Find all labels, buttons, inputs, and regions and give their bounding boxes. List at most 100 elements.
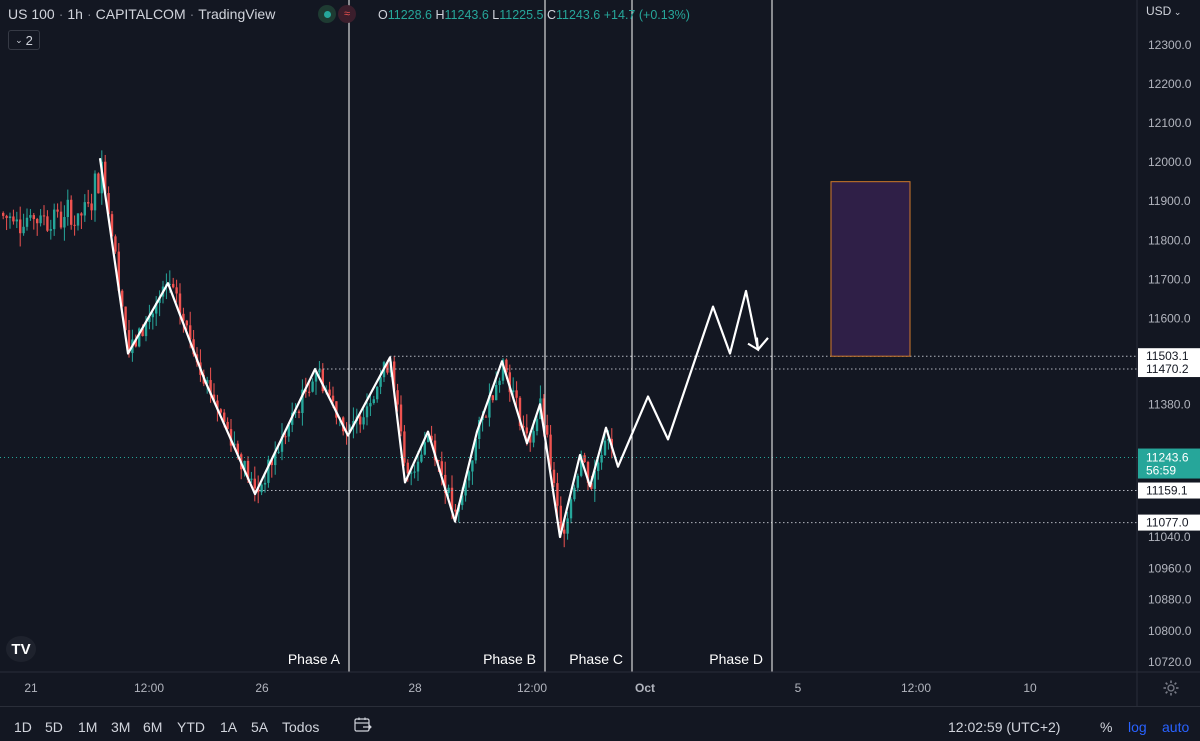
range-button-3m[interactable]: 3M bbox=[111, 719, 131, 735]
settings-gear-icon[interactable] bbox=[1163, 680, 1179, 696]
change-value: +14.7 (+0.13%) bbox=[603, 8, 690, 22]
close-label: C bbox=[546, 8, 556, 22]
price-level-tag[interactable] bbox=[1138, 514, 1200, 531]
wyckoff-zigzag-path[interactable] bbox=[98, 158, 769, 539]
candle-body bbox=[175, 287, 178, 294]
symbol-title[interactable]: US 100 · 1h · CAPITALCOM · TradingView bbox=[8, 6, 276, 22]
candle-body bbox=[563, 529, 566, 534]
bottom-toolbar: 1D 5D 1M 3M 6M YTD 1A 5A Todos 12:02:59 (UTC+2) … bbox=[0, 706, 1200, 741]
phase-label: Phase B bbox=[483, 651, 536, 667]
price-level-tag[interactable] bbox=[1138, 482, 1200, 499]
candle-body bbox=[274, 452, 277, 466]
candle-body bbox=[19, 219, 22, 234]
currency-selector[interactable]: USD ⌄ bbox=[1146, 4, 1181, 18]
currency-label: USD bbox=[1146, 4, 1172, 18]
candle-body bbox=[5, 215, 8, 219]
target-zone-box[interactable] bbox=[830, 181, 911, 357]
candle-body bbox=[556, 483, 559, 506]
tradingview-logo[interactable]: TV bbox=[6, 636, 36, 662]
phase-dividers bbox=[348, 0, 773, 672]
indicator-collapse-button[interactable]: ⌄ 2 bbox=[8, 30, 40, 50]
log-scale-toggle[interactable]: log bbox=[1128, 719, 1147, 735]
candle-body bbox=[87, 202, 90, 204]
candle-body bbox=[29, 215, 32, 218]
candle-body bbox=[212, 394, 216, 401]
low-label: L bbox=[492, 8, 500, 22]
candle-body bbox=[110, 214, 114, 237]
candle-body bbox=[172, 283, 175, 288]
candle-body bbox=[393, 361, 396, 391]
platform: TradingView bbox=[198, 6, 276, 22]
candle-body bbox=[505, 359, 508, 373]
candle-body bbox=[314, 372, 318, 382]
candle-body bbox=[287, 424, 290, 437]
price-tick-label: 11380.0 bbox=[1148, 397, 1191, 411]
candle-body bbox=[406, 462, 409, 474]
range-button-1m[interactable]: 1M bbox=[78, 719, 98, 735]
candle-body bbox=[603, 440, 607, 456]
clock-timezone[interactable]: 12:02:59 (UTC+2) bbox=[948, 719, 1061, 735]
candle-body bbox=[83, 202, 86, 216]
candle-body bbox=[53, 209, 56, 230]
candle-body bbox=[488, 395, 491, 418]
candle-body bbox=[270, 459, 273, 466]
candle-body bbox=[552, 469, 556, 484]
time-tick-label: Oct bbox=[635, 681, 655, 695]
candle-body bbox=[182, 313, 185, 321]
candle-body bbox=[263, 482, 267, 485]
price-level-text: 11503.1 bbox=[1146, 349, 1189, 363]
candle-body bbox=[444, 474, 447, 493]
auto-scale-toggle[interactable]: auto bbox=[1162, 719, 1190, 735]
range-button-ytd[interactable]: YTD bbox=[177, 719, 205, 735]
price-level-tag[interactable] bbox=[1138, 348, 1200, 365]
candle-body bbox=[25, 217, 29, 227]
candle-body bbox=[416, 461, 420, 472]
candle-body bbox=[22, 226, 25, 234]
candle-body bbox=[107, 193, 110, 215]
price-tick-label: 10720.0 bbox=[1148, 655, 1192, 669]
close-value: 11243.6 bbox=[556, 8, 601, 22]
range-button-todos[interactable]: Todos bbox=[282, 719, 320, 735]
price-level-tag[interactable] bbox=[1138, 361, 1200, 378]
candle-body bbox=[498, 380, 501, 386]
candle-body bbox=[253, 478, 256, 489]
candle-body bbox=[586, 461, 590, 483]
candle-body bbox=[515, 390, 518, 398]
chevron-down-icon: ⌄ bbox=[1171, 7, 1182, 17]
range-button-5d[interactable]: 5D bbox=[45, 719, 63, 735]
range-button-5a[interactable]: 5A bbox=[251, 719, 269, 735]
range-button-6m[interactable]: 6M bbox=[143, 719, 163, 735]
candle-body bbox=[318, 369, 321, 373]
percent-scale-toggle[interactable]: % bbox=[1100, 719, 1113, 735]
candle-body bbox=[226, 421, 229, 430]
candle-body bbox=[423, 442, 426, 455]
candle-body bbox=[192, 339, 195, 355]
candle-body bbox=[284, 436, 287, 438]
candle-body bbox=[70, 199, 73, 225]
candle-body bbox=[257, 488, 260, 493]
range-button-1a[interactable]: 1A bbox=[220, 719, 238, 735]
range-button-1d[interactable]: 1D bbox=[14, 719, 32, 735]
candle-body bbox=[117, 251, 120, 291]
candle-body bbox=[542, 398, 545, 426]
candle-body bbox=[76, 213, 80, 226]
open-value: 11228.6 bbox=[387, 8, 432, 22]
candle-body bbox=[124, 306, 127, 331]
price-tick-label: 12100.0 bbox=[1148, 116, 1192, 130]
price-axis-ticks: 12300.0 12200.0 12100.0 12000.0 11900.0 11800… bbox=[1148, 38, 1192, 669]
candle-body bbox=[529, 433, 532, 443]
candle-body bbox=[583, 455, 586, 462]
candle-body bbox=[331, 395, 335, 402]
date-range-icon[interactable] bbox=[354, 717, 372, 733]
candle-body bbox=[471, 460, 474, 472]
candle-body bbox=[144, 322, 148, 337]
price-tick-label: 11600.0 bbox=[1148, 311, 1191, 325]
candle-body bbox=[580, 455, 583, 476]
price-tick-label: 11040.0 bbox=[1148, 530, 1191, 544]
candle-body bbox=[127, 330, 131, 354]
current-price-tag[interactable] bbox=[1138, 448, 1200, 479]
market-status-badges[interactable]: ≈ bbox=[318, 5, 356, 23]
candle-body bbox=[8, 216, 12, 219]
